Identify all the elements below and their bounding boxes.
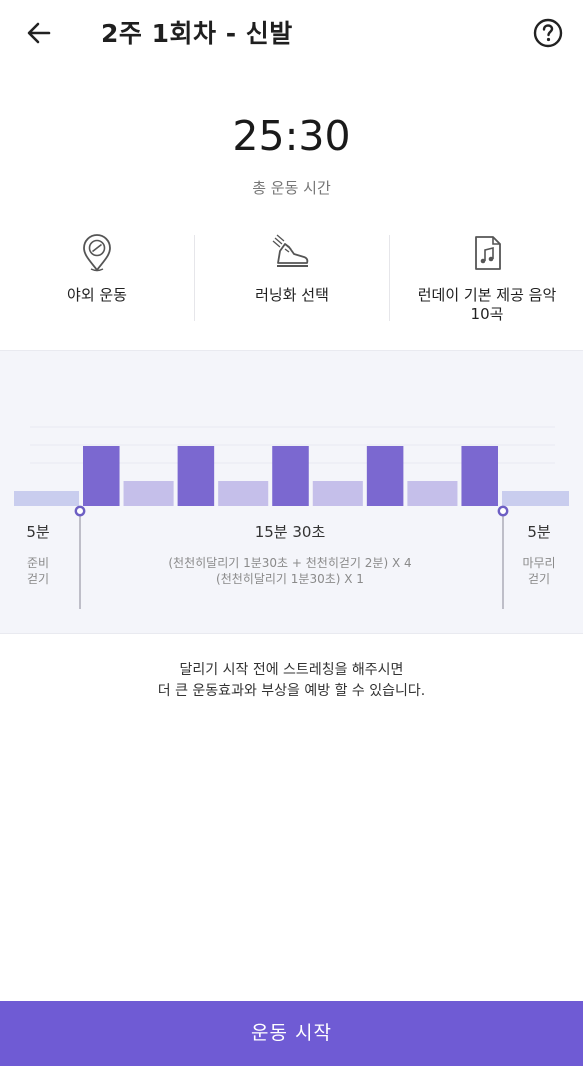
option-shoes-label: 러닝화 선택 <box>255 286 329 304</box>
divider <box>194 235 195 321</box>
bar-run <box>366 446 404 506</box>
bar-run <box>461 446 498 506</box>
bar-warmup <box>14 491 79 506</box>
main-description: (천천히달리기 1분30초 + 천천히걷기 2분) X 4 (천천히달리기 1분… <box>168 556 412 586</box>
option-outdoor-label: 야외 운동 <box>67 286 127 304</box>
workout-schedule-chart: 5분 준비 걷기 15분 30초 (천천히달리기 1분30초 + 천천히걷기 2… <box>0 350 583 634</box>
running-shoe-icon <box>272 234 309 267</box>
bar-run <box>272 446 309 506</box>
bar-walk <box>123 481 174 506</box>
app-header: 2주 1회차 - 신발 <box>0 0 583 66</box>
cooldown-duration: 5분 <box>527 523 551 541</box>
warmup-duration: 5분 <box>26 523 50 541</box>
music-file-icon <box>475 236 501 270</box>
bar-run <box>83 446 120 506</box>
divider <box>389 235 390 321</box>
start-workout-button[interactable]: 운동 시작 <box>0 1001 583 1066</box>
option-outdoor[interactable]: 야외 운동 <box>0 225 194 330</box>
warmup-label: 준비 걷기 <box>26 556 50 586</box>
bar-run <box>177 446 215 506</box>
segment-marker-dot <box>497 505 509 517</box>
segment-marker-dot <box>74 505 86 517</box>
workout-options: 야외 운동 러닝화 선택 런데이 기본 제공 음악 10곡 <box>0 225 583 330</box>
cooldown-label: 마무리 걷기 <box>522 556 556 586</box>
stretching-tip: 달리기 시작 전에 스트레칭을 해주시면 더 큰 운동효과와 부상을 예방 할 … <box>157 662 426 699</box>
total-time: 25:30 <box>232 112 351 160</box>
back-arrow-icon[interactable] <box>22 16 56 50</box>
bar-walk <box>312 481 363 506</box>
main-duration: 15분 30초 <box>254 523 326 541</box>
option-music[interactable]: 런데이 기본 제공 음악 10곡 <box>390 225 583 330</box>
schedule-bar-chart <box>14 426 569 609</box>
option-music-label: 런데이 기본 제공 음악 10곡 <box>417 286 557 323</box>
outdoor-location-icon <box>83 234 111 272</box>
bar-walk <box>218 481 269 506</box>
option-shoes[interactable]: 러닝화 선택 <box>195 225 389 330</box>
bar-walk <box>407 481 458 506</box>
total-time-label: 총 운동 시간 <box>252 179 331 197</box>
page-title: 2주 1회차 - 신발 <box>101 19 293 48</box>
bar-cooldown <box>502 491 569 506</box>
help-icon[interactable] <box>532 17 564 49</box>
